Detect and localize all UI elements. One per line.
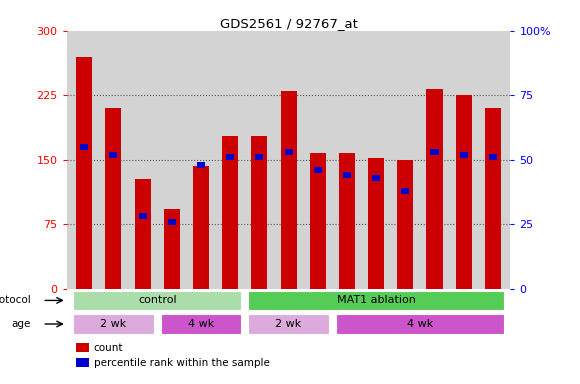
Text: MAT1 ablation: MAT1 ablation [336,295,415,305]
Bar [255,154,263,160]
Bar [485,108,501,289]
Bar [460,152,467,157]
Bar [336,314,504,334]
Text: age: age [12,319,31,329]
Bar [226,154,234,160]
Bar [285,149,292,155]
Bar [397,160,414,289]
Bar [343,172,351,178]
Text: control: control [138,295,176,305]
Bar [80,144,88,150]
Bar [135,179,151,289]
Legend: count, percentile rank within the sample: count, percentile rank within the sample [72,339,274,372]
Bar [76,56,92,289]
Bar [489,154,497,160]
Text: 2 wk: 2 wk [276,319,302,329]
Bar [73,291,241,310]
Bar [426,89,443,289]
Bar [310,153,326,289]
Bar [248,291,504,310]
Bar [248,314,329,334]
Text: 2 wk: 2 wk [100,319,126,329]
Bar [110,152,117,157]
Bar [314,167,322,173]
Bar [197,162,205,168]
Bar [430,149,438,155]
Bar [106,108,121,289]
Bar [222,136,238,289]
Text: 4 wk: 4 wk [407,319,433,329]
Bar [161,314,241,334]
Bar [251,136,267,289]
Bar [73,314,154,334]
Bar [139,214,147,219]
Text: 4 wk: 4 wk [188,319,214,329]
Bar [168,218,176,225]
Bar [281,91,296,289]
Bar [456,95,472,289]
Bar [368,158,384,289]
Bar [193,166,209,289]
Bar [401,188,409,194]
Bar [164,209,180,289]
Text: protocol: protocol [0,295,31,305]
Bar [372,175,380,181]
Title: GDS2561 / 92767_at: GDS2561 / 92767_at [220,17,357,30]
Bar [339,153,355,289]
